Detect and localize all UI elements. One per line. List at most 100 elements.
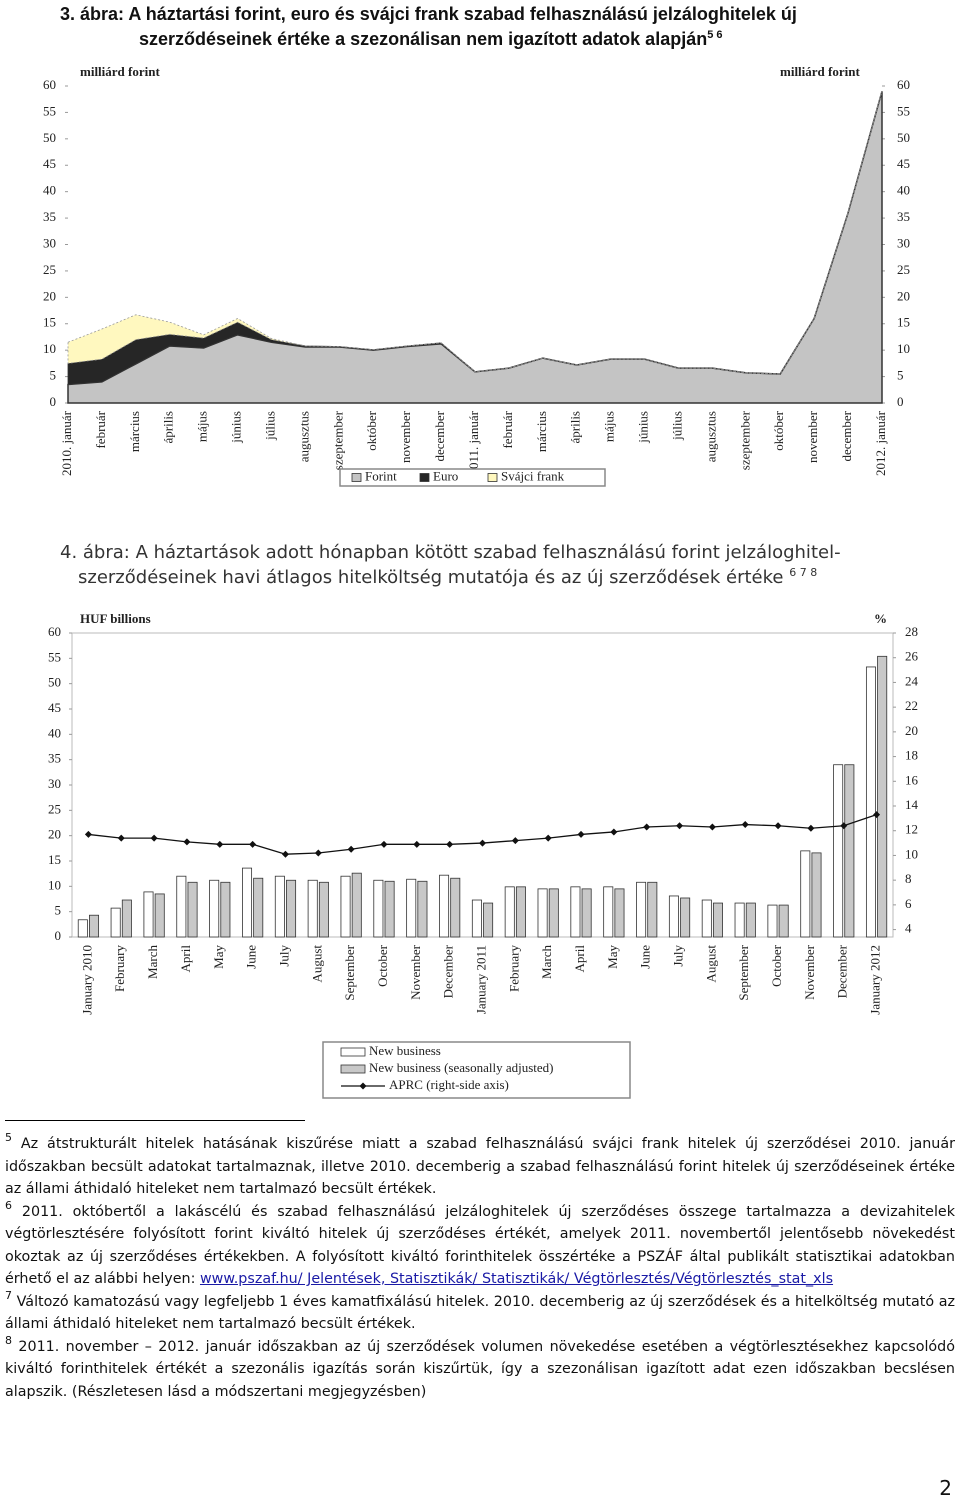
y2-tick-label: 0 [897, 394, 904, 409]
bar [734, 902, 745, 938]
y-tick-label: 45 [48, 700, 61, 715]
marker [511, 837, 519, 845]
bar [242, 867, 253, 938]
x-tick-label: June [638, 945, 653, 969]
legend-swatch [419, 473, 430, 482]
y2-tick-label: 10 [897, 341, 910, 356]
x-tick-label: November [408, 944, 423, 1000]
x-tick-label: January 2012 [868, 945, 883, 1015]
bar [647, 881, 658, 938]
footnote-separator [5, 1120, 305, 1121]
marker [544, 834, 552, 842]
footnote: 5 Az átstrukturált hitelek hatásának kis… [5, 1132, 956, 1201]
y-tick-label: 25 [48, 801, 61, 816]
bar [668, 895, 679, 938]
bar [537, 888, 548, 938]
bar [450, 877, 461, 938]
marker [610, 828, 618, 836]
bar [351, 872, 362, 938]
figure-title: 3. ábra: A háztartási forint, euro és sv… [60, 2, 900, 52]
y2-tick-label: 10 [905, 846, 918, 861]
footnotes: 5 Az átstrukturált hitelek hatásának kis… [5, 1132, 956, 1404]
y-tick-label: 5 [55, 903, 62, 918]
legend-swatch [340, 1047, 366, 1057]
footnote-link[interactable]: www.pszaf.hu/ Jelentések, Statisztikák/ … [199, 1271, 834, 1287]
legend-label: Euro [433, 468, 458, 483]
bar [406, 878, 417, 938]
legend-label: Forint [365, 468, 397, 483]
bar [833, 764, 844, 938]
x-tick-label: december [432, 410, 447, 461]
marker [643, 823, 651, 831]
y2-tick-label: 12 [905, 822, 918, 837]
marker [380, 840, 388, 848]
y2-tick-label: 28 [905, 624, 918, 639]
y2-tick-label: 26 [905, 649, 919, 664]
x-tick-label: július [669, 411, 684, 441]
y-tick-label: 20 [48, 827, 61, 842]
y2-tick-label: 50 [897, 130, 910, 145]
y-tick-label: 30 [43, 235, 56, 250]
x-tick-label: október [364, 410, 379, 450]
figure-title: 4. ábra: A háztartások adott hónapban kö… [60, 540, 940, 590]
y-tick-label: 45 [43, 156, 56, 171]
footnote-text: Változó kamatozású vagy legfeljebb 1 éve… [5, 1293, 956, 1333]
bar [680, 897, 691, 938]
y2-tick-label: 25 [897, 262, 910, 277]
bar [373, 879, 384, 938]
y-tick-label: 55 [48, 649, 61, 664]
x-tick-label: May [605, 945, 620, 969]
x-tick-label: 2012. január [873, 410, 888, 476]
y2-tick-label: 18 [905, 748, 918, 763]
y-tick-label: 0 [55, 928, 62, 943]
bar [110, 907, 121, 938]
x-tick-label: április [568, 411, 583, 444]
marker [183, 838, 191, 846]
y2-tick-label: 4 [905, 921, 912, 936]
x-tick-label: July [276, 945, 291, 967]
y-tick-label: 50 [43, 130, 56, 145]
y2-tick-label: 24 [905, 673, 919, 688]
legend-label: APRC (right-side axis) [389, 1077, 509, 1092]
bar [504, 886, 515, 938]
x-tick-label: november [805, 410, 820, 463]
y-tick-label: 10 [43, 341, 56, 356]
y-tick-label: 15 [48, 852, 61, 867]
y2-axis-unit: milliárd forint [780, 64, 860, 79]
bar [844, 764, 855, 938]
x-tick-label: January 2011 [473, 945, 488, 1014]
bar [483, 902, 494, 938]
x-tick-label: July [671, 945, 686, 967]
y2-tick-label: 40 [897, 183, 910, 198]
y-tick-label: 0 [50, 394, 57, 409]
bar [811, 852, 822, 938]
marker [446, 840, 454, 848]
bar [581, 888, 592, 938]
x-tick-label: April [178, 945, 193, 973]
footnote: 6 2011. októbertől a lakáscélú és szabad… [5, 1200, 955, 1291]
bar [340, 875, 351, 938]
y-tick-label: 30 [48, 776, 61, 791]
x-tick-label: November [802, 944, 817, 1000]
marker [807, 824, 815, 832]
y-tick-label: 35 [43, 209, 56, 224]
y-tick-label: 5 [50, 368, 57, 383]
x-tick-label: January 2010 [79, 945, 94, 1015]
x-tick-label: 2010. január [59, 410, 74, 476]
footnote: 8 2011. november – 2012. január időszakb… [5, 1335, 955, 1404]
x-tick-label: április [161, 411, 176, 444]
legend-box [339, 468, 606, 487]
footnote-refs: 6 7 8 [789, 566, 818, 579]
y-tick-label: 40 [48, 725, 61, 740]
y2-axis-unit: % [874, 611, 887, 626]
footnote-text: 2011. november – 2012. január időszakban… [5, 1338, 955, 1400]
legend-label: Svájci frank [501, 468, 565, 483]
y2-tick-label: 6 [905, 896, 912, 911]
footnote-text: Az átstrukturált hitelek hatásának kiszű… [5, 1136, 956, 1197]
bar [187, 881, 198, 938]
x-tick-label: szeptember [330, 410, 345, 470]
footnote: 7 Változó kamatozású vagy legfeljebb 1 é… [5, 1290, 956, 1336]
legend-swatch [487, 473, 498, 482]
marker [216, 840, 224, 848]
